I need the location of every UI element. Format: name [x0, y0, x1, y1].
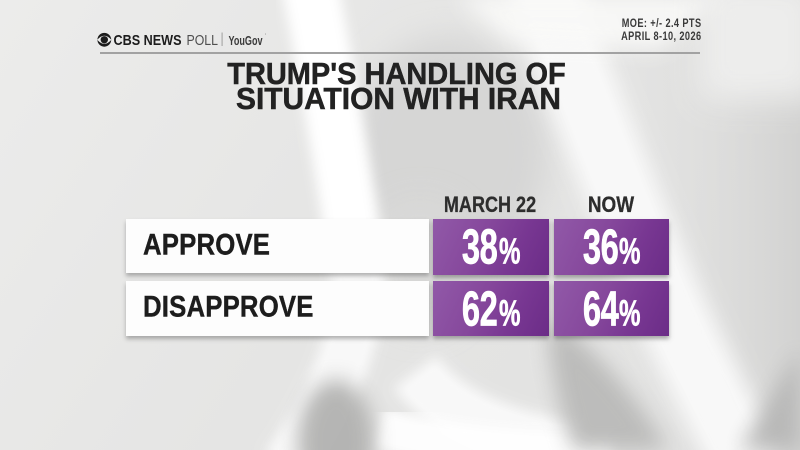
svg-text:YouGov: YouGov	[229, 33, 264, 48]
svg-text:CBS NEWS: CBS NEWS	[114, 32, 182, 49]
svg-text:’: ’	[265, 34, 266, 40]
svg-text:POLL: POLL	[187, 32, 219, 49]
